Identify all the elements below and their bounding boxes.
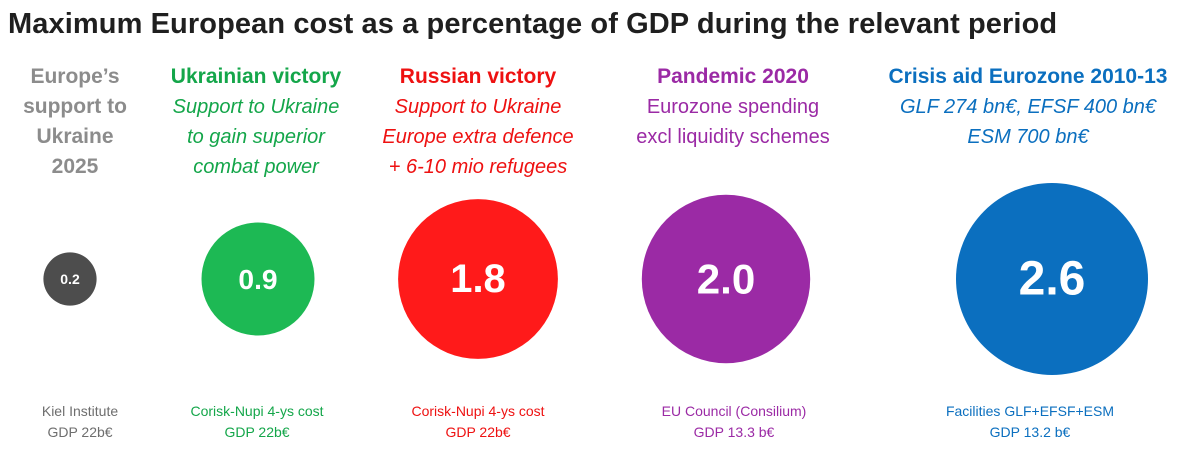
column-ukrainian-victory: Ukrainian victory Support to Ukraine to … [150,62,362,182]
bubble-value-label: 0.9 [238,263,277,295]
source-gdp-line: GDP 13.3 b€ [693,424,775,440]
source-gdp-line: GDP 22b€ [224,424,290,440]
bubble-value-label: 2.6 [1019,253,1086,306]
source-note: Kiel Institute GDP 22b€ [0,401,160,443]
source-gdp-line: GDP 13.2 b€ [989,424,1071,440]
bubble-value-label: 0.2 [60,271,80,287]
column-pandemic-2020: Pandemic 2020 Eurozone spending excl liq… [602,62,864,152]
source-note: Facilities GLF+EFSF+ESM GDP 13.2 b€ [900,401,1160,443]
bubble-pandemic-2020 [641,194,811,364]
column-description: Support to Ukraine Europe extra defence … [382,96,574,178]
source-line: Corisk-Nupi 4-ys cost [190,403,324,419]
column-heading: Pandemic 2020 [657,65,809,88]
source-line: EU Council (Consilium) [661,403,807,419]
source-line: Facilities GLF+EFSF+ESM [945,403,1115,419]
column-crisis-aid-eurozone: Crisis aid Eurozone 2010-13 GLF 274 bn€,… [864,62,1192,152]
column-europe-support: Europe’s support to Ukraine 2025 [0,62,150,182]
column-heading: Ukrainian victory [170,65,342,88]
source-note: Corisk-Nupi 4-ys cost GDP 22b€ [362,401,594,443]
source-note: EU Council (Consilium) GDP 13.3 b€ [612,401,856,443]
column-heading: Europe’s support to Ukraine 2025 [23,65,127,178]
column-description: GLF 274 bn€, EFSF 400 bn€ ESM 700 bn€ [899,96,1157,148]
bubble-value-label: 2.0 [697,256,756,303]
column-heading: Russian victory [399,65,557,88]
column-russian-victory: Russian victory Support to Ukraine Europ… [362,62,594,182]
column-description: Eurozone spending excl liquidity schemes [636,96,830,148]
bubble-europe-s [43,252,97,306]
chart-title: Maximum European cost as a percentage of… [8,8,1058,40]
source-line: Kiel Institute [41,403,119,419]
bubble-russian-victory [398,199,558,359]
bubble-value-label: 1.8 [450,257,505,301]
bubble-crisis-aid-eurozone-2010-13 [956,183,1148,375]
source-gdp-line: GDP 22b€ [47,424,113,440]
source-gdp-line: GDP 22b€ [445,424,511,440]
column-description: Support to Ukraine to gain superior comb… [172,96,340,178]
source-note: Corisk-Nupi 4-ys cost GDP 22b€ [142,401,372,443]
source-line: Corisk-Nupi 4-ys cost [411,403,545,419]
column-heading: Crisis aid Eurozone 2010-13 [888,65,1168,88]
bubble-ukrainian-victory [201,222,315,336]
